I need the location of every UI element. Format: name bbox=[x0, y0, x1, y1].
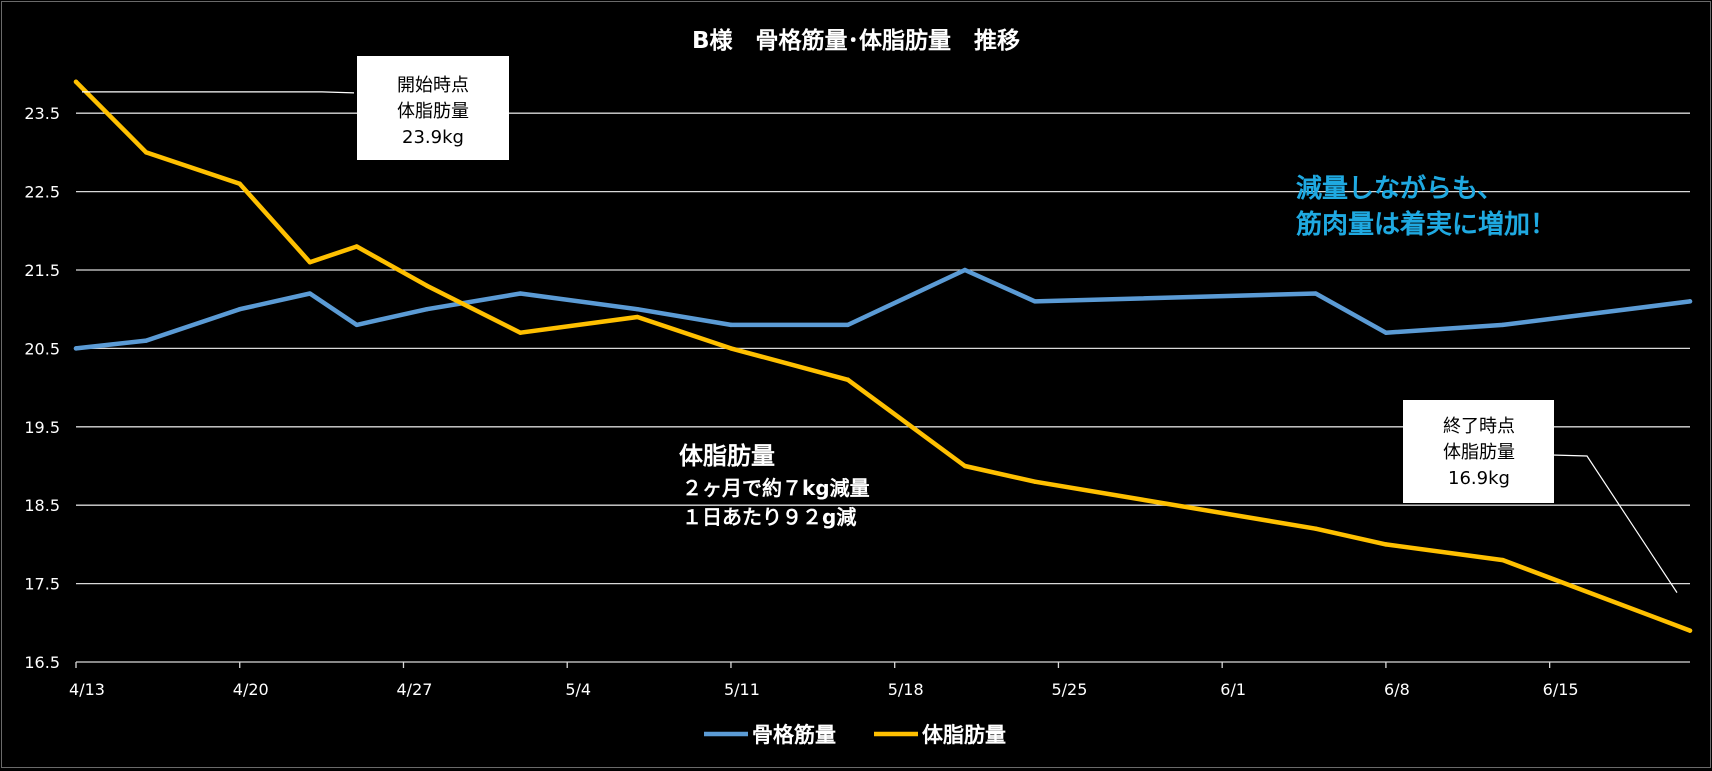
x-tick-label: 5/25 bbox=[1051, 680, 1087, 699]
annotations: 開始時点体脂肪量23.9kg終了時点体脂肪量16.9kg体脂肪量２ヶ月で約７kg… bbox=[82, 56, 1678, 593]
data-point bbox=[424, 283, 430, 288]
data-point bbox=[1687, 299, 1693, 304]
x-tick-label: 5/18 bbox=[888, 680, 924, 699]
y-tick-label: 18.5 bbox=[24, 496, 60, 515]
data-point bbox=[1500, 557, 1506, 563]
end-callout-box bbox=[1403, 400, 1554, 503]
fat-note-line: １日あたり９２g減 bbox=[682, 505, 856, 529]
data-point bbox=[635, 307, 640, 312]
start-callout-text: 体脂肪量 bbox=[397, 101, 469, 122]
x-tick-label: 4/13 bbox=[69, 680, 105, 699]
series-layer bbox=[73, 79, 1693, 633]
data-point bbox=[143, 150, 149, 155]
data-point bbox=[143, 338, 149, 343]
legend-label: 体脂肪量 bbox=[922, 723, 1006, 747]
data-point bbox=[728, 346, 734, 351]
data-point bbox=[962, 267, 968, 273]
data-point bbox=[307, 291, 313, 296]
data-point bbox=[728, 322, 734, 328]
data-point bbox=[845, 377, 851, 382]
legend: 骨格筋量 体脂肪量 bbox=[704, 723, 1006, 747]
data-point bbox=[635, 314, 640, 320]
x-tick-label: 5/11 bbox=[724, 680, 760, 699]
y-tick-label: 19.5 bbox=[24, 418, 60, 437]
series-line-body-fat bbox=[73, 79, 1693, 633]
legend-label: 骨格筋量 bbox=[752, 723, 836, 747]
start-callout-text: 23.9kg bbox=[402, 127, 464, 148]
data-point bbox=[237, 307, 242, 312]
data-point bbox=[518, 291, 523, 296]
data-point bbox=[1500, 322, 1506, 328]
data-point bbox=[237, 181, 242, 186]
y-tick-label: 20.5 bbox=[24, 339, 60, 358]
chart-title: B様 骨格筋量･体脂肪量 推移 bbox=[692, 27, 1020, 54]
x-tick-label: 4/27 bbox=[397, 680, 433, 699]
data-point bbox=[962, 463, 968, 469]
gridlines bbox=[76, 112, 1690, 585]
series-line-skeletal-muscle bbox=[73, 267, 1693, 351]
data-point bbox=[424, 307, 430, 312]
data-point bbox=[307, 259, 313, 265]
fat-note-title: 体脂肪量 bbox=[679, 442, 775, 470]
data-point bbox=[1687, 628, 1693, 633]
start-callout-text: 開始時点 bbox=[397, 75, 469, 96]
fat-note-line: ２ヶ月で約７kg減量 bbox=[682, 476, 870, 500]
y-tick-label: 23.5 bbox=[24, 104, 60, 123]
end-callout-text: 体脂肪量 bbox=[1443, 442, 1515, 463]
y-axis: 16.5 17.5 18.5 19.5 20.5 21.5 22.5 23.5 bbox=[24, 104, 60, 672]
data-point bbox=[354, 322, 359, 328]
start-callout-box bbox=[357, 56, 509, 160]
end-callout-text: 16.9kg bbox=[1448, 468, 1510, 489]
x-tick-label: 4/20 bbox=[233, 680, 269, 699]
start-callout-leader bbox=[82, 91, 355, 94]
x-tick-label: 6/15 bbox=[1543, 680, 1579, 699]
highlight-text: 減量しながらも、 bbox=[1296, 173, 1503, 204]
x-tick-label: 5/4 bbox=[565, 680, 591, 699]
y-tick-label: 17.5 bbox=[24, 575, 60, 594]
end-callout-leader bbox=[1551, 454, 1678, 593]
data-point bbox=[1032, 299, 1038, 304]
y-tick-label: 22.5 bbox=[24, 183, 60, 202]
data-point bbox=[518, 330, 523, 335]
data-point bbox=[73, 346, 79, 351]
data-point bbox=[1313, 291, 1318, 296]
end-callout-text: 終了時点 bbox=[1443, 416, 1515, 437]
x-tick-label: 6/1 bbox=[1220, 680, 1246, 699]
y-tick-label: 21.5 bbox=[24, 261, 60, 280]
data-point bbox=[1313, 526, 1318, 531]
x-tick-label: 6/8 bbox=[1384, 680, 1410, 699]
data-point bbox=[354, 244, 359, 249]
data-point bbox=[1383, 542, 1389, 547]
data-point bbox=[845, 322, 851, 328]
x-axis: 4/13 4/20 4/27 5/4 5/11 5/18 5/25 6/1 6/8 6/15 bbox=[69, 661, 1690, 699]
y-tick-label: 16.5 bbox=[24, 653, 60, 672]
highlight-text: 筋肉量は着実に増加！ bbox=[1296, 209, 1556, 240]
data-point bbox=[1383, 330, 1389, 335]
data-point bbox=[1032, 479, 1038, 484]
data-point bbox=[73, 79, 79, 85]
